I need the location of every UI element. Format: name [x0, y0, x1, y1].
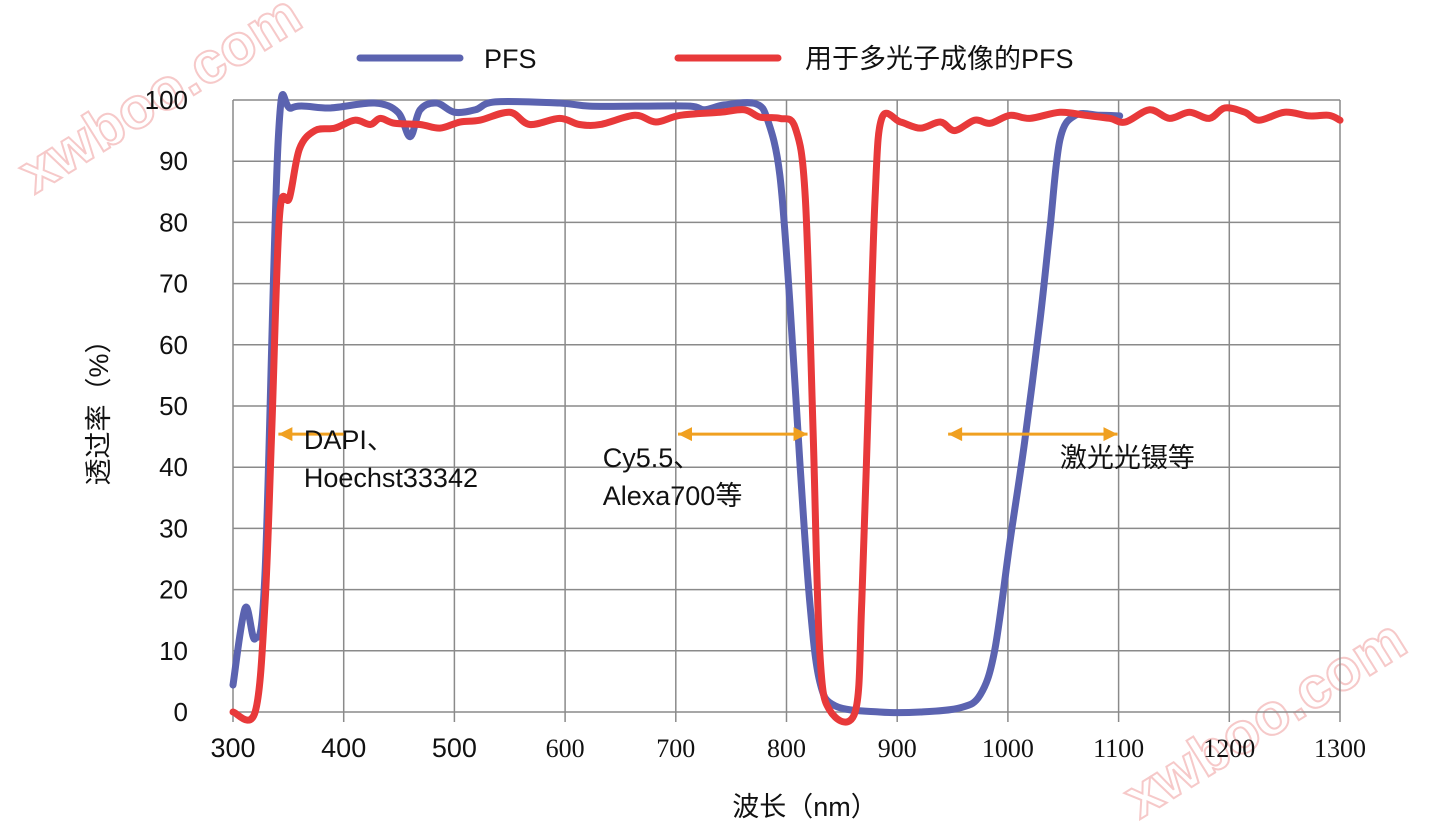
annotation-text: 激光光镊等 [1060, 443, 1195, 473]
annotation-text: DAPI、 [304, 425, 394, 455]
x-tick-label: 1100 [1093, 734, 1144, 763]
annotation-text: Alexa700等 [603, 481, 743, 511]
x-tick-label: 800 [767, 734, 806, 763]
y-tick-label: 0 [174, 697, 188, 727]
series-line-2 [229, 104, 1344, 726]
arrow-head [1103, 427, 1118, 442]
x-tick-label: 1200 [1203, 734, 1255, 763]
x-tick-label: 900 [878, 734, 917, 763]
y-tick-label: 50 [159, 391, 188, 421]
y-tick-label: 30 [159, 513, 188, 543]
arrow-head [278, 427, 293, 442]
legend-label-1: PFS [484, 44, 537, 74]
x-tick-label: 400 [321, 733, 366, 763]
y-tick-label: 40 [159, 452, 188, 482]
y-tick-label: 10 [159, 636, 188, 666]
series-line-1 [229, 91, 1124, 717]
y-tick-label: 100 [145, 85, 188, 115]
arrow-head [678, 427, 693, 442]
x-tick-label: 500 [432, 733, 477, 763]
x-tick-label: 300 [210, 733, 255, 763]
y-axis-label: 透过率（%） [84, 326, 114, 485]
y-tick-label: 90 [159, 146, 188, 176]
legend-label-2: 用于多光子成像的PFS [805, 44, 1074, 74]
y-tick-label: 80 [159, 207, 188, 237]
annotation-text: Hoechst33342 [304, 463, 478, 493]
x-tick-label: 1300 [1314, 734, 1366, 763]
arrow-head [948, 427, 963, 442]
y-tick-label: 60 [159, 330, 188, 360]
y-tick-label: 70 [159, 269, 188, 299]
x-tick-label: 600 [546, 734, 585, 763]
y-tick-label: 20 [159, 575, 188, 605]
annotation-text: Cy5.5、 [603, 443, 701, 473]
x-tick-label: 1000 [982, 734, 1034, 763]
watermark: xwboo.com [1112, 606, 1417, 830]
x-tick-label: 700 [656, 734, 695, 763]
arrow-head [793, 427, 808, 442]
x-axis-label: 波长（nm） [732, 792, 878, 822]
